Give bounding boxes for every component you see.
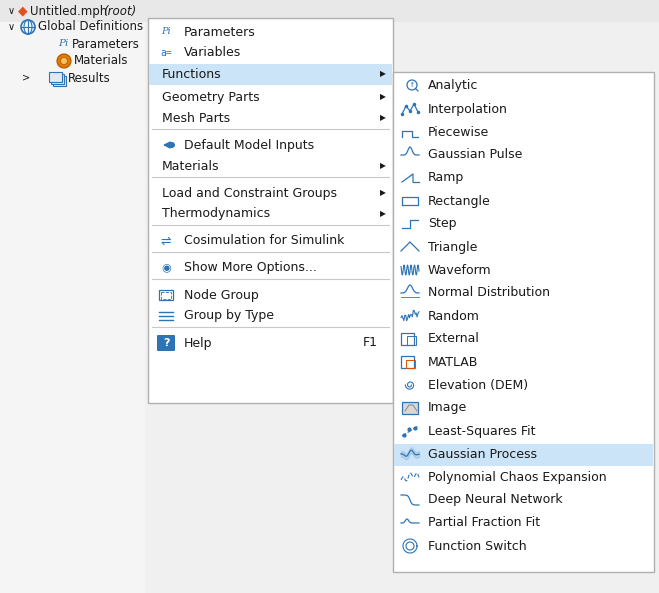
Text: Gaussian Pulse: Gaussian Pulse bbox=[428, 148, 523, 161]
Bar bbox=[149, 64, 392, 85]
Text: Mesh Parts: Mesh Parts bbox=[162, 111, 230, 125]
Bar bbox=[148, 18, 393, 403]
Bar bbox=[51, 74, 64, 84]
Bar bbox=[407, 336, 416, 345]
Bar bbox=[402, 402, 418, 414]
Bar bbox=[401, 333, 414, 345]
Bar bbox=[159, 290, 173, 300]
Text: Rectangle: Rectangle bbox=[428, 195, 491, 208]
Bar bbox=[406, 360, 415, 368]
Text: Global Definitions: Global Definitions bbox=[38, 21, 143, 33]
Text: a=: a= bbox=[160, 48, 172, 58]
Text: (root): (root) bbox=[103, 5, 136, 18]
Text: ▶: ▶ bbox=[380, 113, 386, 123]
Text: Group by Type: Group by Type bbox=[184, 310, 274, 323]
Circle shape bbox=[57, 54, 71, 68]
Text: Elevation (DEM): Elevation (DEM) bbox=[428, 378, 528, 391]
Text: MATLAB: MATLAB bbox=[428, 355, 478, 368]
Text: ▶: ▶ bbox=[380, 209, 386, 218]
Text: f: f bbox=[411, 82, 413, 88]
Bar bbox=[49, 72, 62, 82]
Circle shape bbox=[61, 58, 67, 65]
Text: Piecewise: Piecewise bbox=[428, 126, 489, 139]
Text: Waveform: Waveform bbox=[428, 263, 492, 276]
Bar bbox=[393, 72, 654, 572]
Text: ▶: ▶ bbox=[380, 161, 386, 171]
Text: Least-Squares Fit: Least-Squares Fit bbox=[428, 425, 536, 438]
Text: Load and Constraint Groups: Load and Constraint Groups bbox=[162, 187, 337, 199]
Text: Function Switch: Function Switch bbox=[428, 540, 527, 553]
Text: ∨: ∨ bbox=[8, 22, 15, 32]
Text: ◆: ◆ bbox=[18, 5, 28, 18]
Text: Triangle: Triangle bbox=[428, 241, 477, 253]
Text: >: > bbox=[22, 73, 30, 83]
Text: Variables: Variables bbox=[184, 46, 241, 59]
Text: Show More Options...: Show More Options... bbox=[184, 262, 317, 275]
Text: Materials: Materials bbox=[162, 160, 219, 173]
Text: ⇌: ⇌ bbox=[161, 234, 171, 247]
Bar bbox=[394, 444, 653, 466]
Text: Analytic: Analytic bbox=[428, 79, 478, 93]
Text: Help: Help bbox=[184, 336, 212, 349]
Text: F1: F1 bbox=[363, 336, 378, 349]
Bar bbox=[0, 22, 145, 593]
Text: Parameters: Parameters bbox=[184, 25, 256, 39]
Circle shape bbox=[169, 142, 175, 148]
Text: Results: Results bbox=[68, 72, 111, 84]
Bar bbox=[161, 292, 171, 299]
Text: Ramp: Ramp bbox=[428, 171, 464, 184]
Text: Gaussian Process: Gaussian Process bbox=[428, 448, 537, 461]
Text: Step: Step bbox=[428, 218, 457, 231]
Text: Polynomial Chaos Expansion: Polynomial Chaos Expansion bbox=[428, 470, 607, 483]
Text: Default Model Inputs: Default Model Inputs bbox=[184, 139, 314, 151]
Text: ▶: ▶ bbox=[380, 189, 386, 197]
Text: Untitled.mph: Untitled.mph bbox=[30, 5, 111, 18]
Bar bbox=[401, 356, 414, 368]
Text: Node Group: Node Group bbox=[184, 289, 259, 301]
Text: Partial Fraction Fit: Partial Fraction Fit bbox=[428, 517, 540, 530]
Text: ▶: ▶ bbox=[380, 69, 386, 78]
Text: Cosimulation for Simulink: Cosimulation for Simulink bbox=[184, 234, 345, 247]
Text: Deep Neural Network: Deep Neural Network bbox=[428, 493, 563, 506]
Bar bbox=[0, 0, 659, 22]
Text: Functions: Functions bbox=[162, 68, 221, 81]
FancyBboxPatch shape bbox=[157, 335, 175, 351]
Text: Thermodynamics: Thermodynamics bbox=[162, 208, 270, 221]
Text: Random: Random bbox=[428, 310, 480, 323]
Text: Materials: Materials bbox=[74, 55, 129, 68]
Text: ?: ? bbox=[163, 339, 169, 349]
Text: Normal Distribution: Normal Distribution bbox=[428, 286, 550, 299]
Text: ∨: ∨ bbox=[8, 6, 15, 16]
Text: Pi: Pi bbox=[161, 27, 171, 37]
Text: External: External bbox=[428, 333, 480, 346]
Text: ◉: ◉ bbox=[161, 263, 171, 273]
Text: Interpolation: Interpolation bbox=[428, 103, 508, 116]
Text: Pi: Pi bbox=[58, 40, 69, 49]
Text: Parameters: Parameters bbox=[72, 37, 140, 50]
Bar bbox=[53, 76, 66, 86]
Text: ▶: ▶ bbox=[380, 93, 386, 101]
Text: Geometry Parts: Geometry Parts bbox=[162, 91, 260, 104]
Text: Image: Image bbox=[428, 401, 467, 415]
